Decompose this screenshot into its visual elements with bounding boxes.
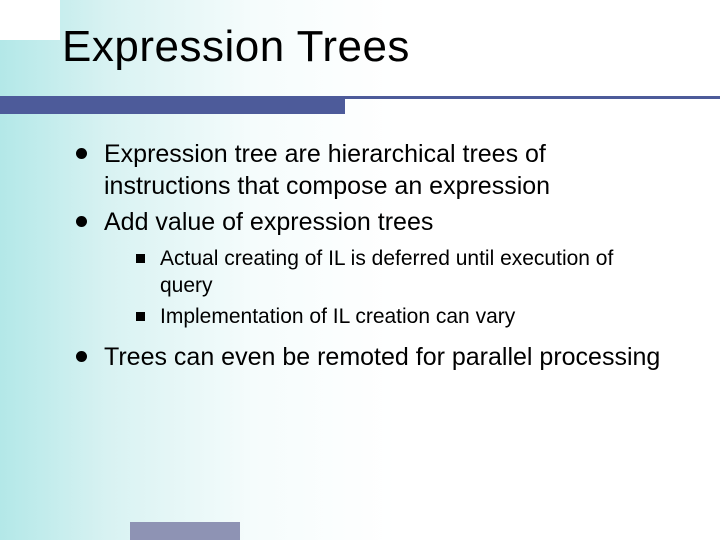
bullet-l2: Actual creating of IL is deferred until … xyxy=(132,246,670,300)
bullet-l1: Trees can even be remoted for parallel p… xyxy=(70,341,670,373)
bullet-text: Expression tree are hierarchical trees o… xyxy=(104,140,550,200)
bullet-text: Actual creating of IL is deferred until … xyxy=(160,247,613,297)
accent-bar-thick xyxy=(0,96,345,114)
bullet-text: Implementation of IL creation can vary xyxy=(160,305,515,328)
bullet-l1: Expression tree are hierarchical trees o… xyxy=(70,138,670,202)
bullet-l2: Implementation of IL creation can vary xyxy=(132,304,670,331)
top-left-white-patch xyxy=(0,0,60,40)
slide-title: Expression Trees xyxy=(62,22,410,72)
accent-bar-thin xyxy=(345,96,720,99)
bullet-text: Add value of expression trees xyxy=(104,208,433,236)
accent-bar xyxy=(0,96,720,114)
bullet-l1: Add value of expression trees Actual cre… xyxy=(70,206,670,331)
footer-accent-bar xyxy=(130,522,240,540)
bullet-text: Trees can even be remoted for parallel p… xyxy=(104,343,660,371)
slide-body: Expression tree are hierarchical trees o… xyxy=(70,138,670,377)
